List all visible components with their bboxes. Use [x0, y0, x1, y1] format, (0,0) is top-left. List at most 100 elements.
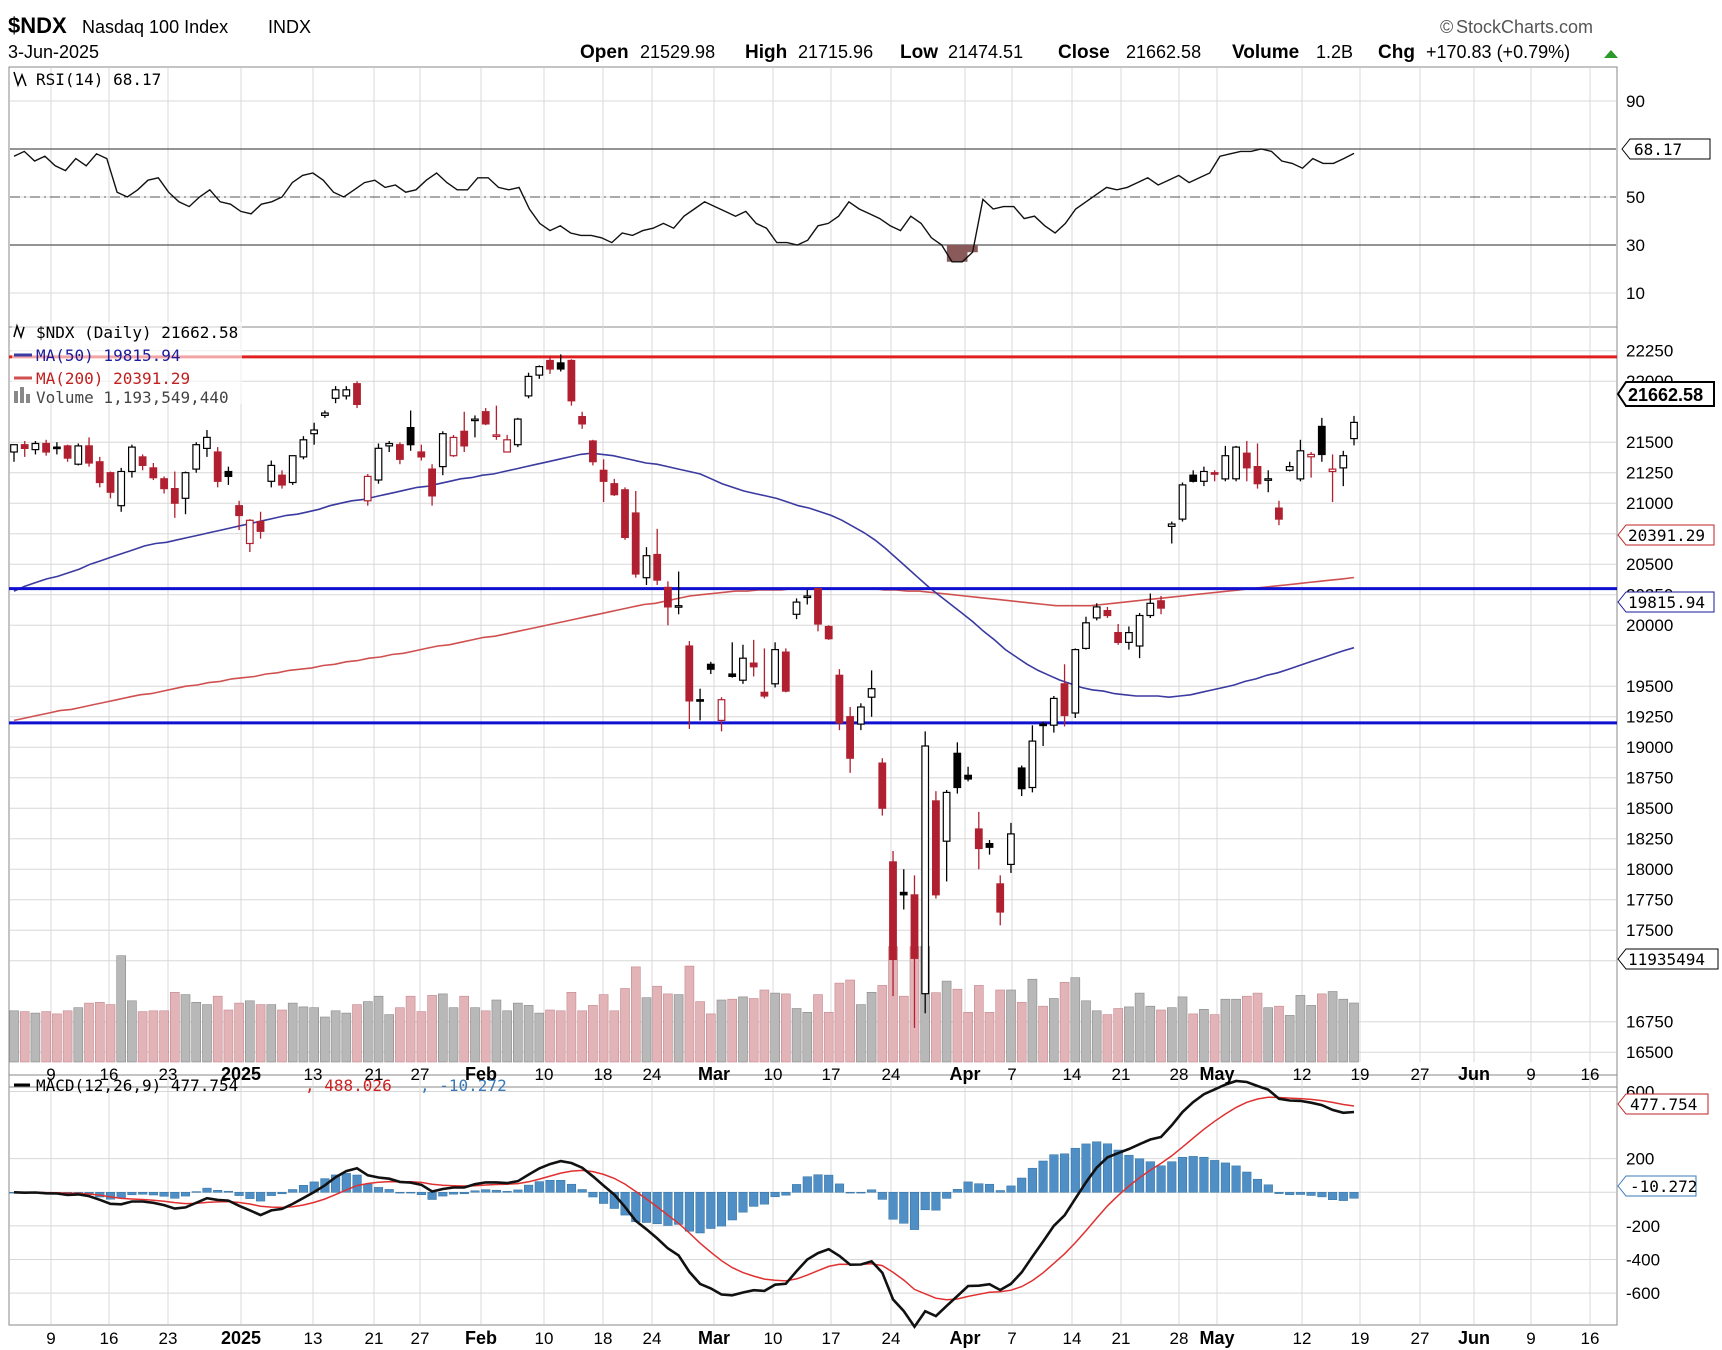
volume-bar	[277, 1009, 287, 1063]
volume-bar	[523, 1005, 534, 1063]
price-tick-label: 17500	[1626, 921, 1673, 940]
candle-body	[192, 444, 201, 470]
candle-body	[1274, 507, 1283, 520]
candle-body	[1146, 602, 1155, 617]
price-tick-label: 16750	[1626, 1013, 1673, 1032]
macd-histogram-bar	[202, 1187, 212, 1193]
x-axis-label: 9	[1526, 1065, 1535, 1084]
candle-body	[996, 883, 1005, 913]
macd-histogram-bar	[1274, 1192, 1284, 1194]
volume-bar	[84, 1002, 94, 1063]
x-axis-label: 12	[1293, 1065, 1312, 1084]
candle-body	[1221, 455, 1230, 480]
macd-histogram-bar	[1220, 1162, 1230, 1193]
candle-body	[1103, 609, 1112, 617]
candle-body	[117, 470, 126, 507]
candle-body	[128, 446, 136, 473]
macd-histogram-bar	[148, 1192, 158, 1196]
macd-histogram-bar	[534, 1181, 544, 1193]
x-axis-label: 16	[100, 1329, 119, 1348]
candlesticks	[10, 354, 1358, 1028]
candle-body	[621, 489, 629, 538]
macd-panel	[9, 1079, 1359, 1329]
open-value: 21529.98	[640, 42, 715, 62]
rsi-line	[13, 148, 1355, 263]
volume-bar	[856, 1004, 866, 1063]
x-axis-label: Feb	[465, 1064, 497, 1084]
macd-histogram-bar	[716, 1192, 727, 1227]
candle-body	[353, 383, 361, 406]
candle-body	[10, 444, 18, 453]
volume-bar	[1091, 1010, 1102, 1063]
volume-bar	[877, 985, 888, 1063]
macd-histogram-bar	[256, 1192, 266, 1202]
candle-body	[374, 447, 383, 481]
volume-bar	[512, 1002, 523, 1063]
x-axis-label: 7	[1007, 1329, 1016, 1348]
macd-tick-label: -400	[1626, 1251, 1660, 1270]
macd-histogram-bar	[1188, 1156, 1198, 1193]
candle-body	[278, 474, 286, 486]
candle-body	[1039, 723, 1048, 727]
candle-body	[1071, 648, 1080, 714]
volume-bar	[255, 1004, 266, 1063]
macd-signal-line	[13, 1096, 1355, 1301]
candle-body	[417, 451, 426, 458]
x-axis-label: 14	[1063, 1065, 1082, 1084]
volume-bar	[470, 1007, 480, 1063]
volume-bar	[566, 991, 577, 1063]
volume-bar	[62, 1010, 73, 1063]
macd-histogram-bar	[1210, 1160, 1220, 1193]
macd-histogram-bar	[877, 1192, 887, 1200]
candle-body	[1285, 466, 1294, 471]
x-axis-label: 28	[1170, 1065, 1189, 1084]
macd-histogram-bar	[759, 1192, 769, 1205]
candle-body	[267, 464, 276, 482]
volume-bar	[287, 1002, 298, 1063]
candle-body	[481, 411, 490, 425]
candle-body	[52, 446, 61, 450]
x-axis-label: 9	[46, 1065, 55, 1084]
macd-histogram-bar	[384, 1189, 394, 1193]
macd-histogram-bar	[695, 1192, 705, 1234]
copyright-icon: ©	[1440, 17, 1453, 37]
macd-hist-legend: , -10.272	[420, 1076, 507, 1095]
volume-bar	[1349, 1002, 1359, 1063]
price-legend-text: $NDX (Daily) 21662.58	[36, 323, 238, 342]
moving-averages	[13, 452, 1355, 722]
price-tick-label: 17750	[1626, 891, 1673, 910]
candle-body	[503, 439, 511, 453]
volume-value: 1.2B	[1316, 42, 1353, 62]
macd-histogram-bar	[1124, 1154, 1134, 1193]
macd-histogram-bar	[491, 1189, 501, 1193]
macd-histogram-bar	[1252, 1178, 1263, 1193]
candle-body	[299, 439, 308, 458]
candle-body	[803, 595, 812, 599]
volume-bar	[1006, 989, 1016, 1063]
candle-body	[985, 842, 994, 848]
price-tick-label: 21500	[1626, 433, 1673, 452]
candle-body	[524, 375, 533, 397]
volume-bar	[223, 1009, 234, 1063]
macd-histogram-bar	[663, 1192, 673, 1226]
candle-body	[535, 366, 544, 376]
candle-body	[685, 645, 694, 702]
volume-bar	[384, 1014, 395, 1063]
volume-bar	[30, 1012, 41, 1063]
macd-histogram-bar	[416, 1192, 426, 1195]
macd-histogram-bar	[180, 1192, 191, 1197]
rsi-legend-icon	[13, 71, 27, 88]
brand-name: StockCharts.com	[1456, 17, 1593, 37]
candle-body	[321, 412, 329, 417]
macd-histogram-bar	[1295, 1192, 1305, 1195]
candle-body	[1328, 468, 1337, 473]
macd-histogram-bar	[1060, 1153, 1070, 1193]
volume-bar	[1016, 1001, 1027, 1063]
volume-bar	[716, 999, 727, 1063]
volume-bar	[1038, 1005, 1048, 1063]
candle-body	[224, 470, 233, 478]
candle-body	[717, 699, 726, 722]
macd-tick-label: 200	[1626, 1150, 1654, 1169]
volume-bar	[1220, 998, 1231, 1063]
